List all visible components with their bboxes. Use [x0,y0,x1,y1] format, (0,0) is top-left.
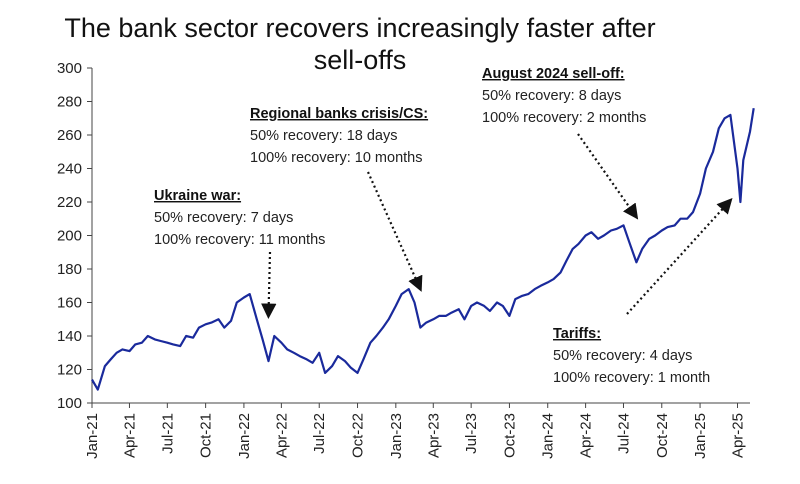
x-tick-label: Jan-24 [540,413,557,459]
y-tick-label: 260 [57,127,82,144]
y-tick-label: 100 [57,395,82,412]
x-tick-label: Jan-23 [388,413,405,459]
annotations-layer: Ukraine war: 50% recovery: 7 days 100% rec… [154,66,733,386]
chart-title-line-1: The bank sector recovers increasingly fa… [64,13,655,43]
x-tick-label: Jul-21 [159,413,176,454]
y-tick-label: 140 [57,328,82,345]
y-tick-label: 220 [57,194,82,211]
series-layer [91,108,755,391]
y-tick-label: 280 [57,94,82,111]
annotation-line: 50% recovery: 7 days [154,210,293,226]
y-tick-label: 120 [57,362,82,379]
annotation-line: 100% recovery: 2 months [482,110,646,126]
axes: 100 120 140 160 180 200 220 240 260 280 300 Jan-21 A… [57,60,750,459]
annotation-arrow [577,133,639,220]
x-tick-label: Apr-21 [121,413,138,458]
x-tick-label: Apr-22 [273,413,290,458]
y-tick-label: 180 [57,261,82,278]
x-tick-label: Jul-24 [615,413,632,454]
x-tick-label: Jan-25 [692,413,709,459]
annotation-arrow [366,171,423,292]
x-tick-label: Jan-22 [236,413,253,459]
series-line-0 [91,108,755,391]
annotation-line: 50% recovery: 18 days [250,128,398,144]
x-tick-label: Apr-24 [578,413,595,458]
x-tick-label: Apr-25 [730,413,747,458]
annotation-0: Ukraine war: 50% recovery: 7 days 100% rec… [154,188,325,319]
x-tick-label: Apr-23 [425,413,442,458]
x-tick-label: Jul-23 [463,413,480,454]
annotation-title: Regional banks crisis/CS: [250,106,428,122]
y-tick-label: 160 [57,295,82,312]
y-tick-label: 240 [57,161,82,178]
annotation-title: August 2024 sell-off: [482,66,625,82]
x-tick-label: Oct-22 [350,413,367,458]
annotation-arrow [626,198,733,315]
annotation-title: Tariffs: [553,326,601,342]
x-tick-label: Jan-21 [84,413,101,459]
annotation-line: 50% recovery: 4 days [553,348,692,364]
annotation-line: 100% recovery: 1 month [553,370,710,386]
annotation-line: 50% recovery: 8 days [482,88,621,104]
annotation-title: Ukraine war: [154,188,241,204]
annotation-2: August 2024 sell-off: 50% recovery: 8 day… [482,66,646,220]
annotation-1: Regional banks crisis/CS: 50% recovery: 1… [250,106,428,292]
y-tick-label: 200 [57,228,82,245]
y-tick-label: 300 [57,60,82,77]
x-tick-label: Oct-21 [198,413,215,458]
x-tick-label: Jul-22 [311,413,328,454]
annotation-3: Tariffs: 50% recovery: 4 days 100% recover… [553,198,733,386]
annotation-line: 100% recovery: 10 months [250,150,422,166]
annotation-line: 100% recovery: 11 months [154,232,325,248]
annotation-arrow [261,251,277,319]
x-tick-label: Oct-24 [654,413,671,458]
chart-title-line-2: sell-offs [314,45,407,75]
x-tick-label: Oct-23 [501,413,518,458]
